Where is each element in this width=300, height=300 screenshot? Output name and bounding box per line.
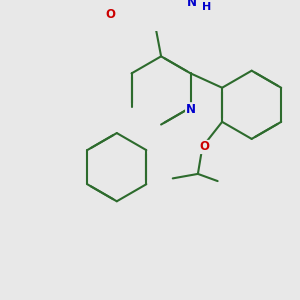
Text: H: H <box>202 2 211 12</box>
Text: O: O <box>199 140 209 154</box>
Text: N: N <box>186 103 196 116</box>
Text: N: N <box>187 0 196 9</box>
Text: O: O <box>106 8 116 21</box>
